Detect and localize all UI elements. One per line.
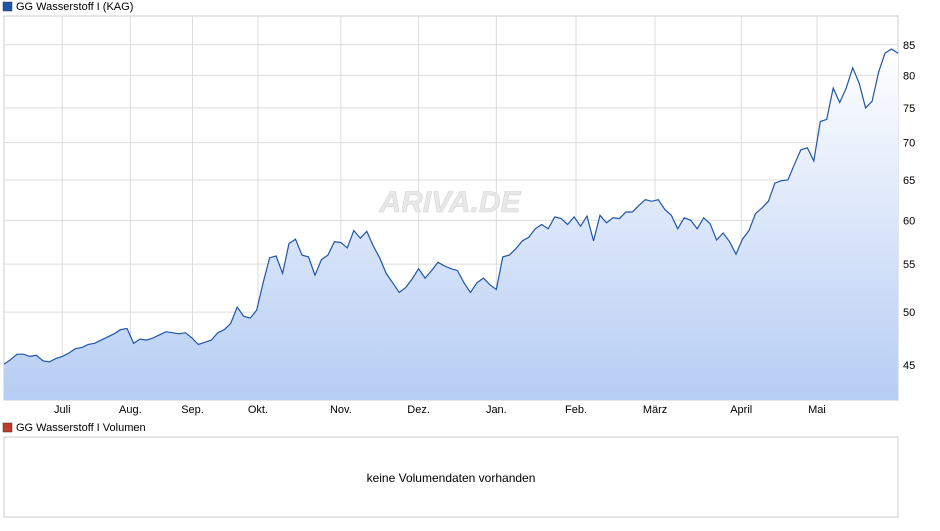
x-tick-label: Jan. — [486, 404, 507, 416]
x-tick-label: Nov. — [330, 404, 352, 416]
legend-label: GG Wasserstoff I (KAG) — [16, 1, 133, 13]
x-tick-label: März — [643, 404, 667, 416]
volume-frame — [3, 436, 899, 518]
legend-swatch — [2, 422, 13, 433]
x-tick-label: Aug. — [119, 404, 142, 416]
y-tick-label: 70 — [903, 138, 915, 150]
watermark: ARIVA.DE — [378, 186, 521, 219]
x-tick-label: Sep. — [181, 404, 204, 416]
legend-swatch — [2, 1, 13, 12]
x-tick-label: Okt. — [248, 404, 268, 416]
y-tick-label: 65 — [903, 175, 915, 187]
area — [4, 49, 898, 400]
x-tick-label: April — [730, 404, 752, 416]
y-tick-label: 55 — [903, 259, 915, 271]
y-tick-label: 75 — [903, 103, 915, 115]
y-tick-label: 50 — [903, 307, 915, 319]
empty-message: keine Volumendaten vorhanden — [367, 471, 536, 485]
x-tick-label: Juli — [54, 404, 71, 416]
x-tick-label: Dez. — [407, 404, 430, 416]
x-tick-label: Feb. — [565, 404, 587, 416]
x-tick-label: Mai — [808, 404, 826, 416]
y-tick-label: 60 — [903, 215, 915, 227]
y-tick-label: 85 — [903, 40, 915, 52]
price-line — [3, 48, 899, 365]
y-tick-label: 80 — [903, 70, 915, 82]
legend-label: GG Wasserstoff I Volumen — [16, 422, 146, 434]
y-tick-label: 45 — [903, 360, 915, 372]
